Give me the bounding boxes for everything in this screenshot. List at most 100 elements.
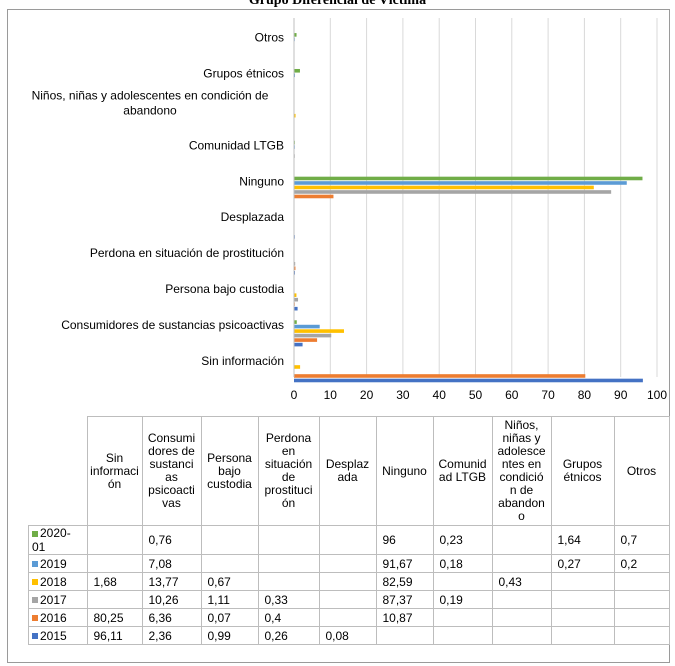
x-tick-label: 60 [505, 388, 519, 402]
table-cell: 96,11 [86, 626, 143, 645]
bar [294, 333, 332, 338]
table-column-header: Grupos étnicos [550, 416, 615, 526]
table-cell [86, 590, 143, 609]
table-row: 2017 10,26 1,11 0,33 87,37 0,19 [28, 590, 670, 609]
table-cell [491, 626, 552, 645]
table-cell: 0,2 [613, 554, 670, 573]
table-cell: 1,68 [86, 572, 143, 591]
table-cell: 0,7 [613, 525, 670, 555]
table-cell [86, 525, 143, 555]
table-cell: 7,08 [141, 554, 202, 573]
legend-label: 2018 [40, 574, 67, 589]
category-label: Persona bajo custodia [165, 282, 284, 296]
bar [294, 324, 320, 329]
bar [294, 181, 627, 185]
table-cell [491, 554, 552, 573]
legend-label: 2020-01 [32, 526, 71, 554]
bar [294, 194, 334, 199]
table-cell [550, 608, 615, 627]
x-tick-label: 20 [360, 388, 374, 402]
bar [294, 320, 297, 324]
bar [294, 297, 299, 302]
legend-label: 2016 [40, 610, 67, 625]
table-cell [550, 572, 615, 591]
legend-entry: 2020-01 [28, 525, 88, 555]
legend-swatch [32, 597, 38, 604]
table-cell [491, 590, 552, 609]
legend-swatch [32, 561, 38, 568]
legend-entry: 2015 [28, 626, 88, 645]
legend-swatch [32, 615, 38, 622]
legend-swatch [32, 633, 38, 640]
x-tick-label: 10 [324, 388, 338, 402]
table-cell: 0,27 [550, 554, 615, 573]
bar [294, 68, 300, 73]
bar [294, 293, 297, 297]
category-label: Otros [255, 31, 284, 45]
chart-title: Grupo Diferencial de Víctima [248, 0, 427, 8]
table-cell [375, 626, 434, 645]
table-cell [318, 608, 377, 627]
legend-swatch [32, 579, 38, 586]
chart-frame [7, 9, 670, 663]
table-cell: 13,77 [141, 572, 202, 591]
table-cell: 2,36 [141, 626, 202, 645]
table-column-header: Otros [613, 416, 670, 526]
table-column-header: Ninguno [375, 416, 434, 526]
category-label: Perdona en situación de prostitución [90, 246, 284, 260]
category-label: Desplazada [221, 210, 285, 224]
table-row: 2018 1,68 13,77 0,67 82,59 0,43 [28, 572, 670, 591]
table-cell: 0,99 [200, 626, 259, 645]
table-cell: 91,67 [375, 554, 434, 573]
table-column-header: Persona bajo custodia [200, 416, 259, 526]
bar [294, 266, 296, 271]
table-cell: 80,25 [86, 608, 143, 627]
legend-swatch [32, 530, 38, 537]
table-cell [613, 626, 670, 645]
table-cell: 0,23 [432, 525, 493, 555]
table-cell: 0,08 [318, 626, 377, 645]
bar [294, 338, 318, 342]
table-cell [318, 554, 377, 573]
table-row: 2015 96,11 2,36 0,99 0,26 0,08 [28, 626, 670, 645]
category-label: Ninguno [239, 174, 284, 188]
bar [294, 190, 612, 194]
bar [294, 306, 298, 311]
x-tick-label: 0 [291, 388, 298, 402]
table-cell: 0,18 [432, 554, 493, 573]
table-cell [318, 572, 377, 591]
legend-entry: 2017 [28, 590, 88, 609]
table-column-header: Consumi dores de sustanci as psicoacti v… [141, 416, 202, 526]
category-label: Consumidores de sustancias psicoactivas [61, 318, 284, 332]
x-tick-label: 70 [541, 388, 555, 402]
table-cell: 10,26 [141, 590, 202, 609]
table-cell: 82,59 [375, 572, 434, 591]
bar [294, 329, 344, 333]
table-cell: 0,76 [141, 525, 202, 555]
chart-plot: 0 10 20 30 40 50 60 70 80 90 100 Sin información Con… [32, 18, 667, 402]
table-cell: 0,19 [432, 590, 493, 609]
bar [294, 374, 586, 378]
legend-label: 2015 [40, 628, 67, 643]
table-cell: 0,26 [257, 626, 320, 645]
bar [294, 176, 643, 181]
bar [294, 378, 643, 383]
table-column-header: Sin informaci ón [86, 416, 143, 526]
table-column-header: Perdona en situación de prostituci ón [257, 416, 320, 526]
table-cell: 10,87 [375, 608, 434, 627]
table-cell: 1,11 [200, 590, 259, 609]
table-cell [200, 525, 259, 555]
table-cell [432, 608, 493, 627]
table-cell [318, 590, 377, 609]
table-cell [257, 525, 320, 555]
data-table: Sin informaci ón Consumi dores de sustanc… [28, 416, 670, 645]
table-cell: 0,43 [491, 572, 552, 591]
table-cell: 0,33 [257, 590, 320, 609]
x-tick-label: 90 [614, 388, 628, 402]
bar [294, 342, 303, 347]
table-cell [432, 626, 493, 645]
table-row: 2020-01 0,76 96 0,23 1,64 0,7 [28, 525, 670, 555]
legend-entry: 2016 [28, 608, 88, 627]
bar [294, 365, 301, 369]
table-column-header: Comunid ad LTGB [432, 416, 493, 526]
